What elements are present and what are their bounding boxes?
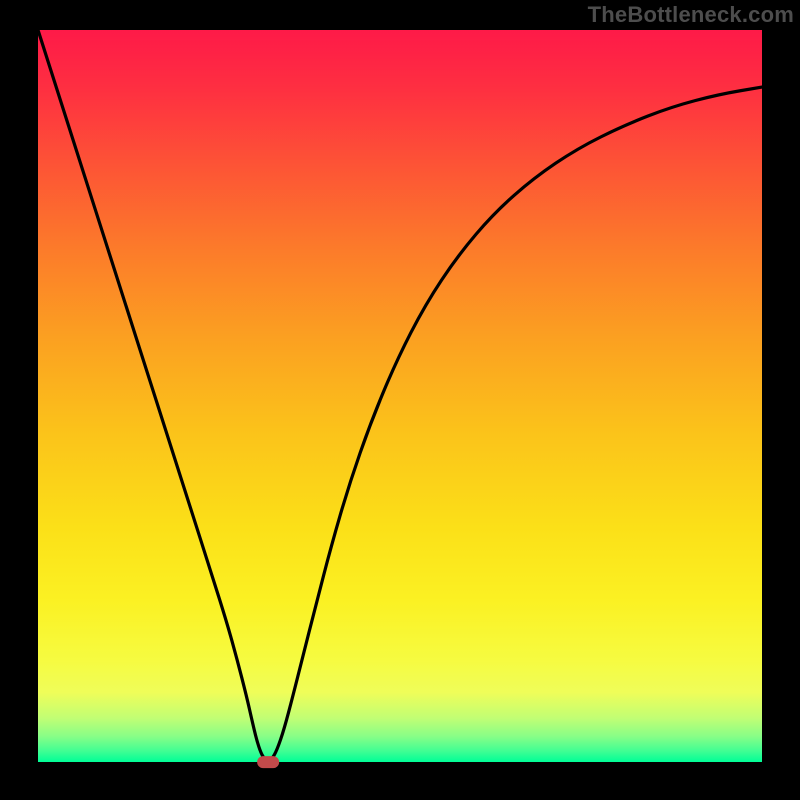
chart-frame: TheBottleneck.com xyxy=(0,0,800,800)
bottleneck-curve xyxy=(0,0,800,800)
optimal-point-marker xyxy=(257,756,279,768)
site-watermark: TheBottleneck.com xyxy=(588,2,794,28)
